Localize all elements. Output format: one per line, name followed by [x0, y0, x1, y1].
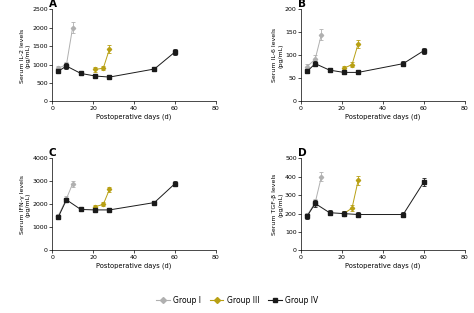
- Text: B: B: [298, 0, 306, 9]
- X-axis label: Postoperative days (d): Postoperative days (d): [96, 113, 172, 120]
- X-axis label: Postoperative days (d): Postoperative days (d): [96, 262, 172, 269]
- X-axis label: Postoperative days (d): Postoperative days (d): [345, 262, 420, 269]
- Y-axis label: Serum IL-2 levels
(pg/mL): Serum IL-2 levels (pg/mL): [20, 28, 31, 83]
- Y-axis label: Serum TGF-β levels
(pg/mL): Serum TGF-β levels (pg/mL): [273, 174, 283, 235]
- X-axis label: Postoperative days (d): Postoperative days (d): [345, 113, 420, 120]
- Legend: Group I, Group III, Group IV: Group I, Group III, Group IV: [153, 293, 321, 308]
- Y-axis label: Serum IFN-γ levels
(pg/mL): Serum IFN-γ levels (pg/mL): [20, 175, 31, 234]
- Y-axis label: Serum IL-6 levels
(pg/mL): Serum IL-6 levels (pg/mL): [273, 28, 283, 82]
- Text: A: A: [49, 0, 57, 9]
- Text: D: D: [298, 148, 306, 158]
- Text: C: C: [49, 148, 56, 158]
